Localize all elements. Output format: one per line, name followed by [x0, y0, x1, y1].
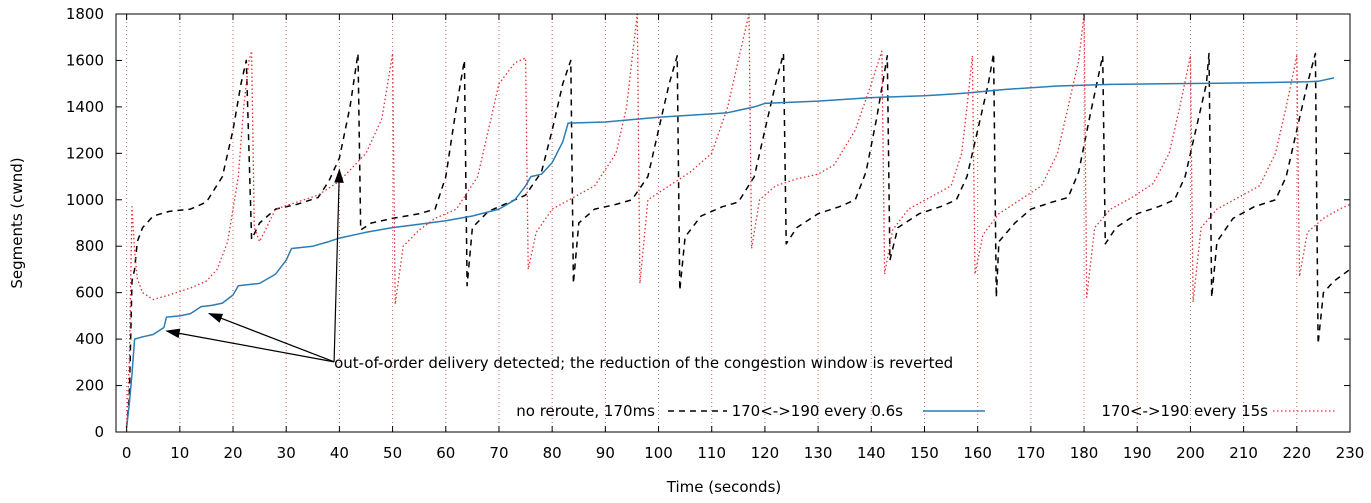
x-tick-label: 230 — [1336, 444, 1365, 462]
x-tick-label: 40 — [330, 444, 349, 462]
x-tick-label: 130 — [804, 444, 833, 462]
x-tick-label: 60 — [436, 444, 455, 462]
y-tick-label: 600 — [75, 284, 104, 302]
y-tick-label: 1800 — [66, 5, 104, 23]
series-line-2 — [125, 77, 1335, 428]
annotation-layer: out-of-order delivery detected; the redu… — [165, 168, 953, 372]
legend-label-2: 170<->190 every 0.6s — [732, 402, 904, 420]
x-tick-label: 110 — [697, 444, 726, 462]
annotation-arrow — [333, 168, 344, 362]
x-tick-label: 220 — [1282, 444, 1311, 462]
annotation-arrow — [207, 313, 335, 363]
x-tick-label: 30 — [277, 444, 296, 462]
y-tick-label: 1400 — [66, 98, 104, 116]
x-tick-label: 170 — [1017, 444, 1046, 462]
y-tick-label: 800 — [75, 237, 104, 255]
x-tick-label: 10 — [170, 444, 189, 462]
x-tick-label: 50 — [383, 444, 402, 462]
x-tick-label: 100 — [644, 444, 673, 462]
y-tick-label: 0 — [94, 423, 104, 441]
x-tick-label: 210 — [1229, 444, 1258, 462]
series-line-3 — [125, 13, 1351, 428]
legend: no reroute, 170ms 170<->190 every 0.6s 170… — [516, 402, 1335, 420]
y-tick-label: 1600 — [66, 51, 104, 69]
x-axis-label: Time (seconds) — [666, 478, 782, 496]
grid-layer — [126, 14, 1351, 432]
y-tick-label: 400 — [75, 330, 104, 348]
legend-label-3: 170<->190 every 15s — [1101, 402, 1268, 420]
annotation-arrow — [165, 328, 335, 363]
x-tick-label: 80 — [543, 444, 562, 462]
x-tick-label: 150 — [910, 444, 939, 462]
series-line-1 — [125, 52, 1351, 428]
x-tick-label: 140 — [857, 444, 886, 462]
x-tick-label: 200 — [1176, 444, 1205, 462]
tick-layer: 0 10 20 30 40 50 60 70 80 90 100 110 120 130 140 150 160… — [66, 5, 1365, 462]
x-tick-label: 70 — [489, 444, 508, 462]
y-tick-label: 1000 — [66, 191, 104, 209]
x-tick-label: 20 — [223, 444, 242, 462]
annotation-text: out-of-order delivery detected; the redu… — [334, 354, 953, 372]
y-tick-label: 1200 — [66, 144, 104, 162]
plot-frame — [115, 13, 1351, 433]
x-tick-label: 120 — [751, 444, 780, 462]
x-tick-label: 0 — [122, 444, 132, 462]
x-tick-label: 180 — [1070, 444, 1099, 462]
legend-label-1: no reroute, 170ms — [516, 402, 655, 420]
x-tick-label: 190 — [1123, 444, 1152, 462]
x-tick-label: 90 — [596, 444, 615, 462]
series-layer — [125, 13, 1351, 428]
y-axis-label: Segments (cwnd) — [8, 157, 26, 288]
y-tick-label: 200 — [75, 377, 104, 395]
x-tick-label: 160 — [963, 444, 992, 462]
